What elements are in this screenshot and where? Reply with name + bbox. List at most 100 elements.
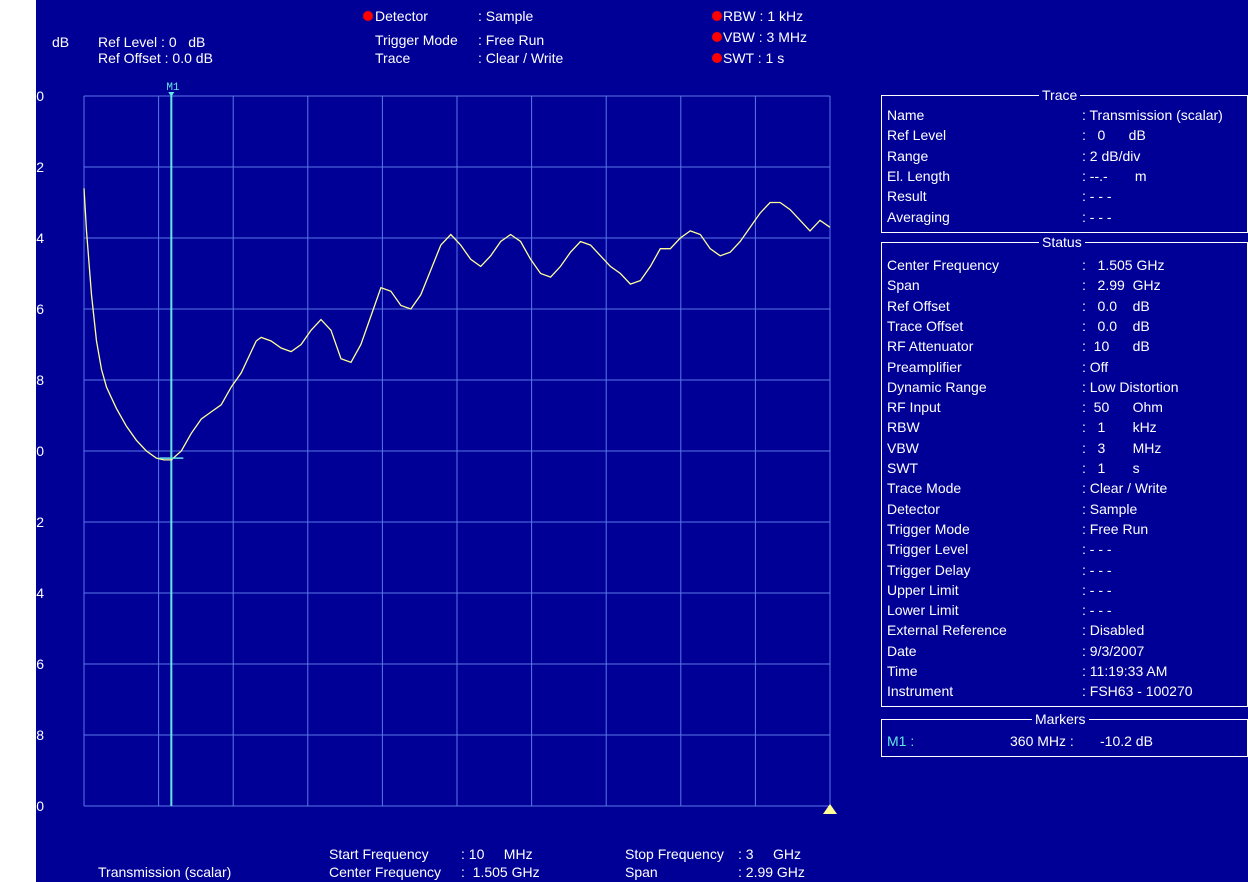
y-tick-label: -14 <box>23 585 44 601</box>
status-panel-row: Trigger Level : - - - <box>882 539 1247 559</box>
status-panel-row-label: Upper Limit <box>887 581 959 598</box>
trace-panel-row-label: El. Length <box>887 167 951 184</box>
y-tick-label: -4 <box>31 230 44 246</box>
status-panel-row-label: Detector <box>887 500 940 517</box>
marker-m1-level: -10.2 dB <box>1100 733 1153 749</box>
status-panel-row-label: Trigger Level <box>887 541 969 558</box>
trace-panel-row: Range: 2 dB/div <box>882 146 1247 166</box>
trigger-mode-label: Trigger Mode <box>375 32 458 48</box>
status-panel-row-value: : - - - <box>1082 561 1112 578</box>
trace-panel-title: Trace <box>1039 88 1081 102</box>
status-panel-row-label: SWT <box>887 460 919 476</box>
status-panel-row-value: : 1 kHz <box>1082 419 1157 436</box>
markers-panel-title: Markers <box>1032 712 1089 726</box>
status-panel-row-label: RF Input <box>887 399 941 416</box>
status-panel-row: Dynamic Range : Low Distortion <box>882 377 1247 397</box>
swt-setting: SWT : 1 s <box>723 50 785 66</box>
status-panel-row: Trace Mode : Clear / Write <box>882 478 1247 498</box>
rbw-indicator-dot <box>712 11 722 21</box>
y-tick-label: -8 <box>31 372 44 388</box>
trace-panel-row-label: Name <box>887 107 925 123</box>
trace-panel-row-label: Ref Level <box>887 127 947 144</box>
status-panel-row-value: : Off <box>1082 358 1109 375</box>
status-panel-row: RF Attenuator : 10 dB <box>882 336 1247 356</box>
trace-panel-row-label: Result <box>887 188 927 205</box>
trace-panel-row-value: : - - - <box>1082 208 1112 225</box>
detector-indicator-dot <box>363 11 373 21</box>
marker-m1-name: M1 : <box>887 733 915 749</box>
status-panel-row: Center Frequency: 1.505 GHz <box>882 255 1247 275</box>
status-panel-row-value: : 3 MHz <box>1082 439 1162 456</box>
trace-value: : Clear / Write <box>478 50 564 66</box>
status-panel-row-value: : 10 dB <box>1082 338 1150 355</box>
status-panel-row: Trigger Delay : - - - <box>882 560 1247 580</box>
trace-panel-row-value: : 2 dB/div <box>1082 147 1141 164</box>
rbw-setting: RBW : 1 kHz <box>723 8 804 24</box>
detector-label: Detector <box>375 8 428 24</box>
status-panel-row: Lower Limit : - - - <box>882 600 1247 620</box>
status-panel-row-value: : 2.99 GHz <box>1082 277 1161 294</box>
unit-label: dB <box>52 34 70 50</box>
span-value: : 2.99 GHz <box>738 864 805 880</box>
status-panel-row-value: : - - - <box>1082 541 1112 558</box>
trace-panel-row: Name : Transmission (scalar) <box>882 105 1247 125</box>
y-tick-label: -6 <box>31 301 44 317</box>
status-panel-row-label: Time <box>887 663 918 679</box>
footer-trace-name: Transmission (scalar) <box>98 864 232 880</box>
status-panel-row-label: External Reference <box>887 622 1007 639</box>
status-panel-row-value: : 0.0 dB <box>1082 297 1150 314</box>
ref-level: Ref Level : 0 dB <box>98 34 206 50</box>
status-panel-row-value: : 1 s <box>1082 460 1140 476</box>
span-label: Span <box>625 864 658 880</box>
trace-panel-row: Ref Level : 0 dB <box>882 125 1247 145</box>
ref-position-triangle-icon <box>823 804 837 814</box>
trace-panel-row: El. Length: --.- m <box>882 166 1247 186</box>
center-frequency-label: Center Frequency <box>329 864 442 880</box>
markers-panel: Markers M1 : 360 MHz : -10.2 dB <box>881 712 1248 757</box>
status-panel-row: RF Input : 50 Ohm <box>882 397 1247 417</box>
stop-frequency-label: Stop Frequency <box>625 846 724 862</box>
stop-frequency-value: : 3 GHz <box>738 846 802 862</box>
status-panel-row-label: Span <box>887 277 920 294</box>
status-panel-row-value: : Clear / Write <box>1082 480 1168 497</box>
status-panel-row: Upper Limit : - - - <box>882 580 1247 600</box>
trace-panel-row-value: : - - - <box>1082 188 1112 205</box>
status-panel-row-label: Trace Mode <box>887 480 962 497</box>
status-panel-row: External Reference : Disabled <box>882 620 1247 640</box>
y-tick-label: -18 <box>23 727 44 743</box>
status-panel-row-label: Center Frequency <box>887 257 1000 273</box>
y-tick-label: -10 <box>23 443 44 459</box>
status-panel-row: Trigger Mode: Free Run <box>882 519 1247 539</box>
status-panel-row-label: Trigger Delay <box>887 561 971 578</box>
trace-panel-row-value: : 0 dB <box>1082 127 1146 144</box>
status-panel-title: Status <box>1039 235 1085 249</box>
status-panel-row: Time: 11:19:33 AM <box>882 661 1247 681</box>
status-panel-row-value: : Low Distortion <box>1082 378 1179 395</box>
status-panel: Status Center Frequency: 1.505 GHz Span : … <box>881 235 1248 707</box>
status-panel-row-label: Instrument <box>887 683 954 700</box>
status-panel-row-value: : - - - <box>1082 602 1112 619</box>
status-panel-row-value: : 50 Ohm <box>1082 399 1163 416</box>
status-panel-row: SWT : 1 s <box>882 458 1247 478</box>
status-panel-row-label: Dynamic Range <box>887 378 987 395</box>
start-frequency-value: : 10 MHz <box>461 846 533 862</box>
status-panel-row-value: : FSH63 - 100270 <box>1082 683 1193 700</box>
status-panel-row-value: : Disabled <box>1082 622 1145 639</box>
trace-panel-row: Result : - - - <box>882 186 1247 206</box>
status-panel-row-value: : - - - <box>1082 581 1112 598</box>
status-panel-row: Date: 9/3/2007 <box>882 641 1247 661</box>
start-frequency-label: Start Frequency <box>329 846 429 862</box>
status-panel-row-label: Trigger Mode <box>887 520 970 537</box>
status-panel-row-label: Lower Limit <box>887 602 959 619</box>
chart-grid <box>83 95 831 807</box>
status-panel-row-label: Ref Offset <box>887 297 950 314</box>
vbw-indicator-dot <box>712 32 722 42</box>
swt-indicator-dot <box>712 53 722 63</box>
status-panel-row-label: RF Attenuator <box>887 338 974 355</box>
trace-panel-row-value: : Transmission (scalar) <box>1082 107 1223 123</box>
marker-m1-triangle-icon <box>168 92 175 97</box>
status-panel-row: Ref Offset : 0.0 dB <box>882 296 1247 316</box>
status-panel-row: VBW: 3 MHz <box>882 438 1247 458</box>
